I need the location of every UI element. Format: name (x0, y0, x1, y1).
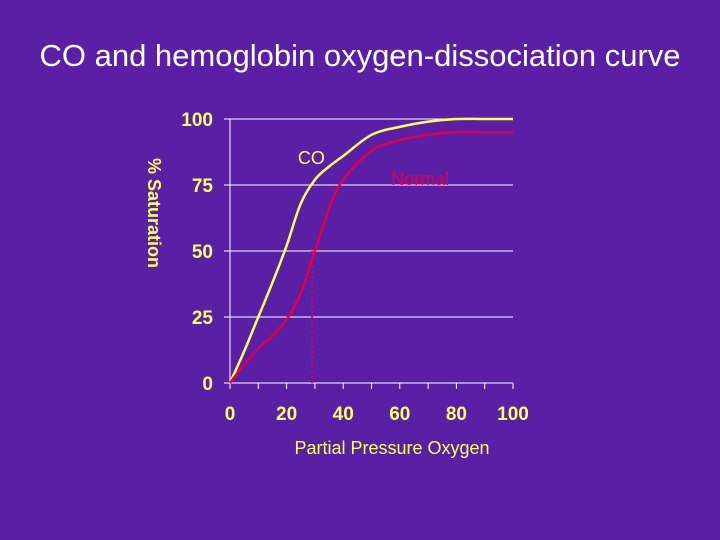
x-tick-label-60: 60 (389, 404, 410, 425)
axes (224, 118, 514, 389)
annotation-co: CO (298, 148, 325, 168)
tick-labels: 0 25 50 75 100 0 20 40 60 80 100 (181, 110, 529, 425)
series-line-co (228, 117, 513, 384)
y-tick-label-100: 100 (181, 110, 213, 131)
annotation-normal: Normal (391, 169, 449, 189)
grid-lines (230, 118, 513, 318)
x-tick-label-100: 100 (497, 404, 529, 425)
y-tick-label-50: 50 (192, 242, 213, 263)
y-tick-label-75: 75 (192, 176, 214, 197)
series (228, 117, 513, 384)
y-tick-label-25: 25 (192, 308, 214, 329)
x-tick-label-40: 40 (333, 404, 354, 425)
series-line-normal (229, 130, 513, 384)
x-axis-label: Partial Pressure Oxygen (294, 438, 489, 458)
y-tick-label-0: 0 (202, 374, 213, 395)
x-tick-label-80: 80 (446, 404, 467, 425)
x-tick-label-0: 0 (225, 404, 236, 425)
slide-title: CO and hemoglobin oxygen-dissociation cu… (39, 38, 681, 73)
x-tick-label-20: 20 (276, 404, 297, 425)
y-axis-label: % Saturation (144, 158, 164, 268)
